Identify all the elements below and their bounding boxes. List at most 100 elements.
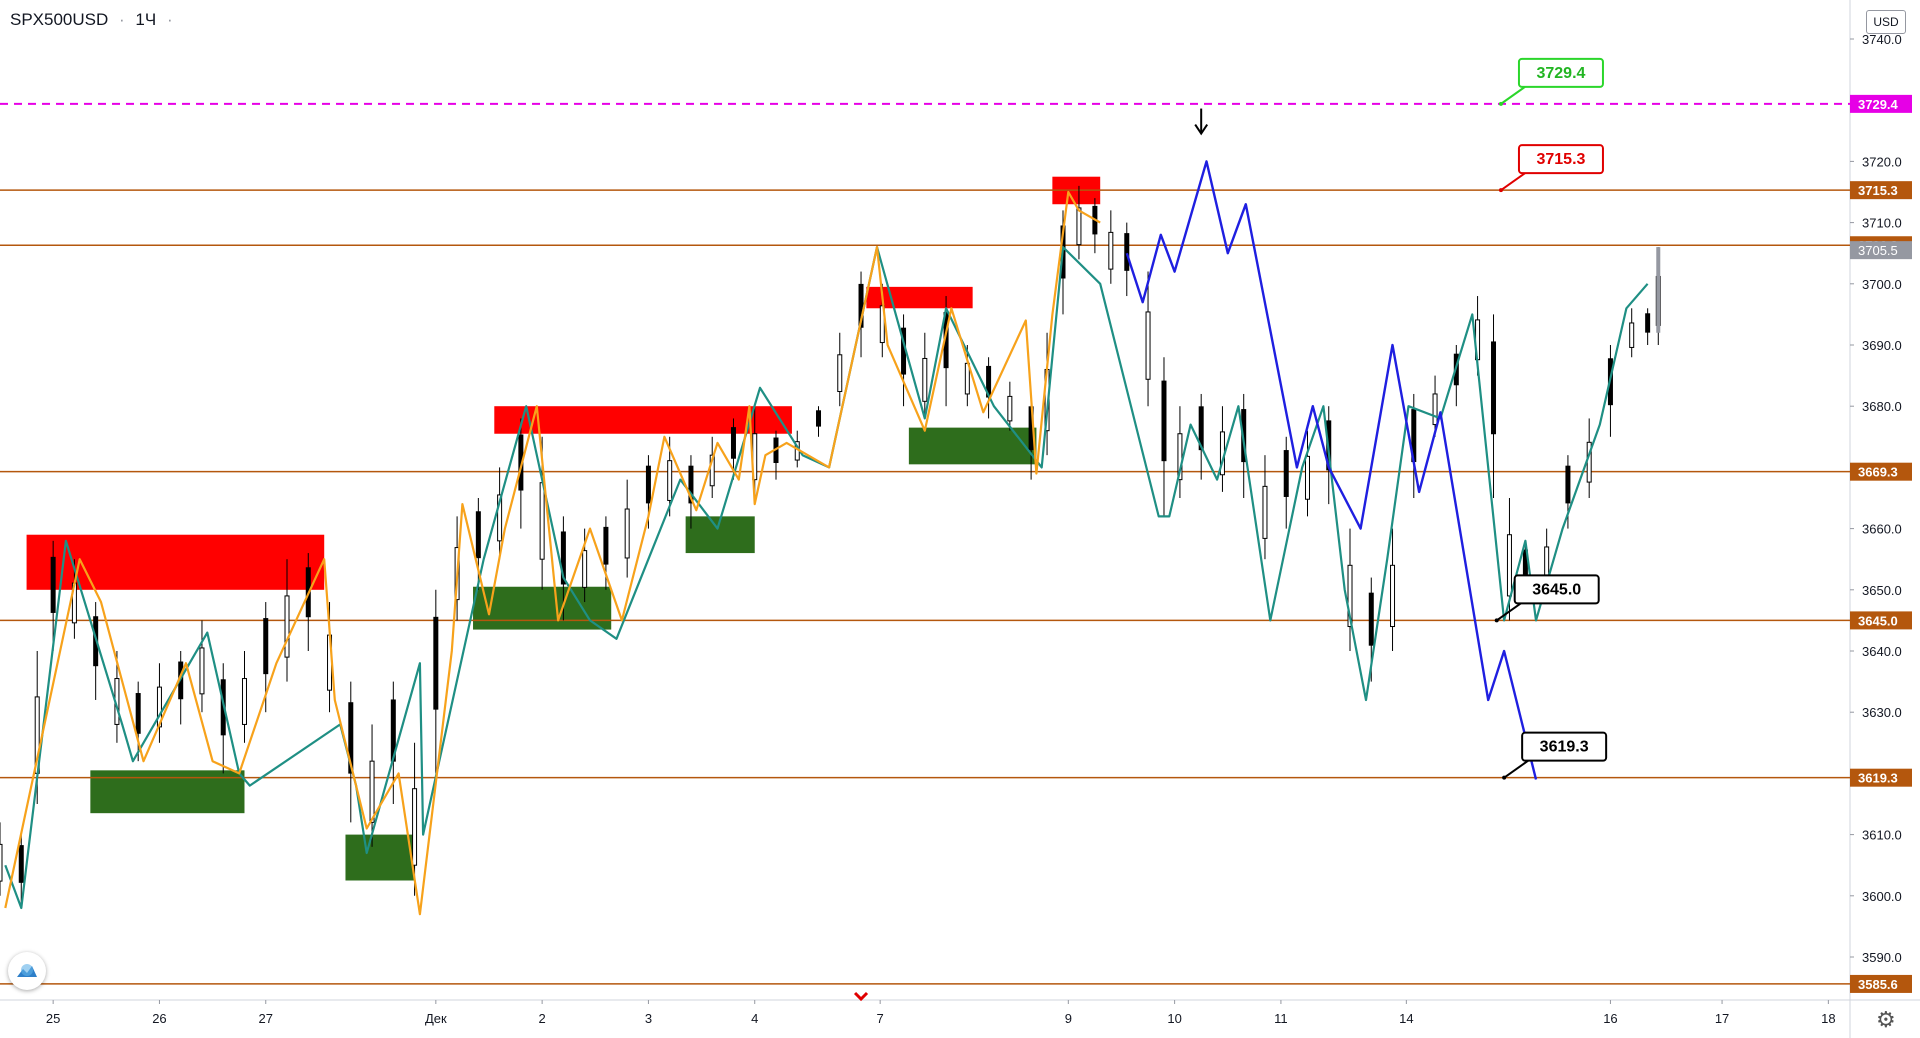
- x-tick-label: 27: [259, 1011, 273, 1026]
- callout-label: 3729.4: [1536, 65, 1585, 82]
- candle-body: [1076, 207, 1082, 246]
- candle-body: [50, 556, 56, 613]
- x-tick-label: 26: [152, 1011, 166, 1026]
- x-tick-label: 7: [877, 1011, 884, 1026]
- x-tick-label: 2: [539, 1011, 546, 1026]
- candle-body: [241, 678, 247, 725]
- supply-zone[interactable]: [494, 406, 792, 434]
- candle-body: [1390, 564, 1396, 628]
- candle-body: [1145, 311, 1151, 380]
- candle-body: [263, 618, 269, 675]
- candle-body: [1283, 450, 1289, 497]
- x-tick-label: 17: [1715, 1011, 1729, 1026]
- candle-body: [1304, 455, 1310, 500]
- x-tick-label: 9: [1065, 1011, 1072, 1026]
- last-candle-body: [1656, 247, 1661, 333]
- callout-box[interactable]: [1513, 574, 1600, 605]
- candle-body: [837, 354, 843, 393]
- candle-body: [858, 283, 864, 328]
- candle-body: [284, 595, 290, 658]
- y-tick-label: 3710.0: [1862, 216, 1902, 231]
- callout-box[interactable]: [1517, 57, 1604, 88]
- candle-body: [1544, 546, 1550, 579]
- candle-body: [1491, 341, 1497, 435]
- candle-body: [624, 508, 630, 559]
- price-level-badge-label: 3669.3: [1858, 465, 1898, 480]
- x-tick-label: 4: [751, 1011, 758, 1026]
- candle-body: [667, 460, 673, 501]
- last-price-badge: [1850, 241, 1912, 260]
- x-tick-label: 10: [1167, 1011, 1181, 1026]
- header-separator: ·: [119, 10, 125, 29]
- price-level-badge: [1850, 974, 1912, 993]
- demand-zone[interactable]: [90, 770, 245, 814]
- callout-pointer: [1500, 86, 1526, 105]
- candle-body: [1565, 465, 1571, 504]
- candle-body: [412, 788, 418, 866]
- price-level-badge-label: 3645.0: [1858, 613, 1898, 628]
- candle-body: [582, 550, 588, 588]
- callout-label: 3645.0: [1532, 581, 1581, 598]
- x-tick-label: 3: [645, 1011, 652, 1026]
- timeframe-label[interactable]: 1Ч: [135, 10, 157, 29]
- last-price-badge-label: 3705.5: [1858, 243, 1898, 258]
- price-level-badge: [1850, 611, 1912, 630]
- y-tick-label: 3650.0: [1862, 583, 1902, 598]
- price-level-badge: [1850, 181, 1912, 200]
- candle-body: [1124, 233, 1130, 271]
- callout-box[interactable]: [1521, 731, 1608, 762]
- candle-body: [1177, 433, 1183, 481]
- callout-anchor: [1498, 101, 1503, 106]
- demand-zone[interactable]: [908, 427, 1037, 465]
- x-tick-label: 11: [1274, 1011, 1288, 1026]
- candle-body: [816, 410, 822, 427]
- x-tick-label: 18: [1821, 1011, 1835, 1026]
- price-level-badge: [1850, 768, 1912, 787]
- y-tick-label: 3590.0: [1862, 950, 1902, 965]
- price-level-badge: [1850, 94, 1912, 113]
- header-dot: ·: [166, 10, 173, 29]
- candle-body: [560, 531, 566, 585]
- candle-body: [1007, 395, 1013, 422]
- candle-body: [199, 647, 205, 695]
- demand-zone[interactable]: [473, 586, 612, 630]
- chevron-down-icon[interactable]: [853, 991, 869, 1002]
- callout-box[interactable]: [1517, 144, 1604, 175]
- supply-zone[interactable]: [26, 534, 325, 590]
- candle-body: [709, 454, 715, 487]
- logo-cloud-icon: [17, 964, 37, 977]
- candle-body: [1432, 393, 1438, 426]
- candle-body: [497, 494, 503, 542]
- candle-body: [18, 845, 24, 883]
- candle-body: [1347, 564, 1353, 628]
- price-level-badge-label: 3729.4: [1858, 97, 1899, 112]
- y-tick-label: 3680.0: [1862, 399, 1902, 414]
- projection-blue-line: [1125, 160, 1538, 780]
- x-tick-label: 16: [1603, 1011, 1617, 1026]
- callout-label: 3619.3: [1540, 739, 1589, 756]
- callout-anchor: [1498, 188, 1503, 193]
- tradingview-logo-icon[interactable]: [8, 952, 46, 990]
- callout-label: 3715.3: [1536, 151, 1585, 168]
- symbol-label[interactable]: SPX500USD: [10, 10, 109, 29]
- callout-pointer: [1496, 602, 1522, 622]
- candle-body: [348, 702, 354, 774]
- y-tick-label: 3660.0: [1862, 522, 1902, 537]
- chart-header: SPX500USD · 1Ч ·: [10, 10, 179, 30]
- candle-body: [1506, 534, 1512, 597]
- y-tick-label: 3720.0: [1862, 154, 1902, 169]
- price-level-badge-label: 3619.3: [1858, 771, 1898, 786]
- y-tick-label: 3690.0: [1862, 338, 1902, 353]
- demand-zone[interactable]: [345, 834, 415, 881]
- candle-body: [135, 693, 141, 734]
- candle-body: [1368, 592, 1374, 646]
- currency-button[interactable]: USD: [1866, 10, 1906, 34]
- candle-body: [688, 465, 694, 504]
- y-tick-label: 3740.0: [1862, 32, 1902, 47]
- arrow-down-icon: [1194, 124, 1209, 136]
- candle-body: [1161, 380, 1167, 462]
- candle-body: [475, 511, 481, 559]
- gear-icon[interactable]: ⚙: [1876, 1007, 1896, 1032]
- callout-pointer: [1503, 759, 1529, 779]
